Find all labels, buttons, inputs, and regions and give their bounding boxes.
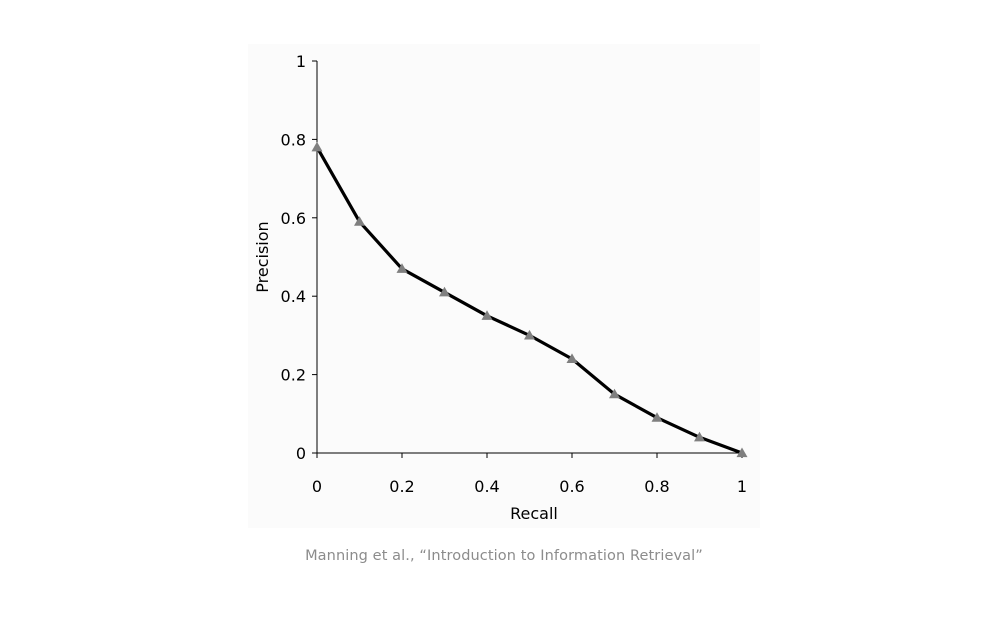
data-point-marker — [524, 329, 535, 340]
series-precision — [311, 141, 748, 458]
source-caption: Manning et al., “Introduction to Informa… — [305, 548, 703, 564]
x-tick-label: 0.4 — [474, 477, 499, 496]
data-point-marker — [609, 388, 620, 399]
x-axis-title: Recall — [510, 504, 558, 523]
y-tick-label: 0 — [296, 444, 306, 463]
data-point-marker — [311, 141, 323, 152]
data-point-marker — [481, 310, 493, 320]
x-tick-label: 0.6 — [559, 477, 584, 496]
data-point-marker — [396, 263, 408, 273]
data-point-marker — [354, 216, 365, 226]
x-tick-label: 0.2 — [389, 477, 414, 496]
y-tick-label: 0.6 — [281, 209, 306, 228]
axis-labels: Recall Precision — [253, 221, 558, 523]
y-tick-label: 1 — [296, 52, 306, 71]
data-point-marker — [694, 431, 705, 442]
x-tick-label: 0.8 — [644, 477, 669, 496]
axes: 0 0.2 0.4 0.6 0.8 1 0 0.2 0.4 0.6 0.8 1 — [281, 52, 748, 496]
y-tick-label: 0.2 — [281, 366, 306, 385]
y-axis-title: Precision — [253, 221, 272, 292]
x-tick-label: 0 — [312, 477, 322, 496]
y-tick-label: 0.8 — [281, 130, 306, 149]
data-point-marker — [439, 286, 450, 297]
data-point-marker — [566, 353, 578, 363]
data-point-marker — [736, 447, 748, 458]
x-tick-label: 1 — [737, 477, 747, 496]
data-point-marker — [651, 412, 663, 422]
y-tick-label: 0.4 — [281, 287, 306, 306]
chart-area-background — [248, 44, 760, 528]
